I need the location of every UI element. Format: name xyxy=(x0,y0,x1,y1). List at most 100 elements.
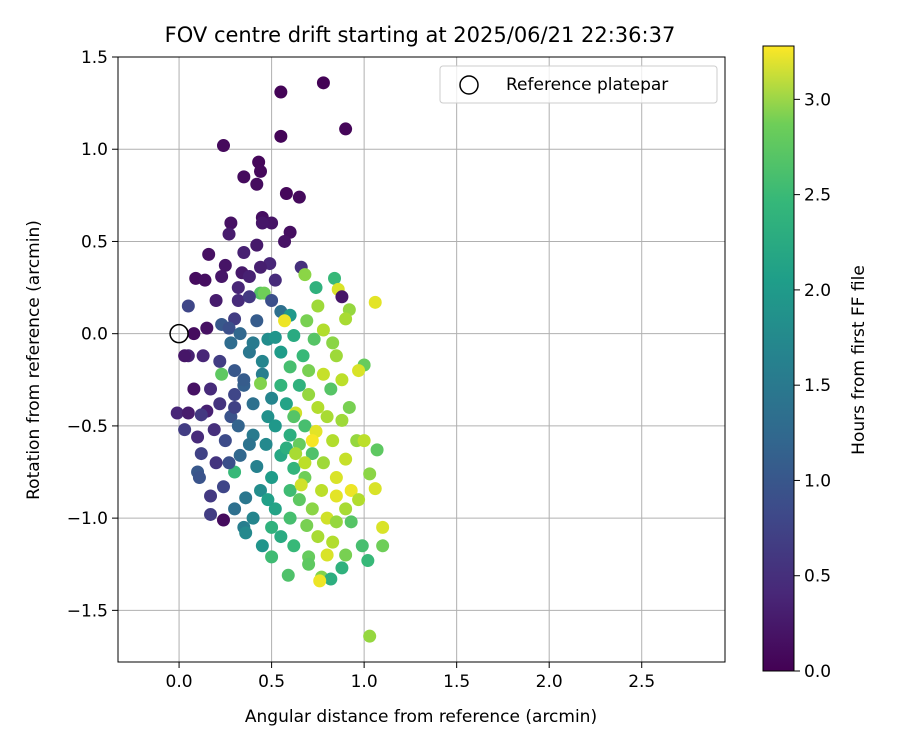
data-point xyxy=(296,349,310,363)
data-point xyxy=(298,419,312,433)
x-tick-label: 2.0 xyxy=(536,672,563,692)
data-point xyxy=(302,388,316,402)
data-point xyxy=(242,437,256,451)
data-point xyxy=(335,373,349,387)
data-point xyxy=(316,456,330,470)
data-point xyxy=(326,336,340,350)
x-axis-label: Angular distance from reference (arcmin) xyxy=(245,707,597,727)
data-point xyxy=(309,281,323,295)
data-point xyxy=(339,452,353,466)
colorbar-tick-label: 1.5 xyxy=(804,376,831,396)
data-point xyxy=(283,511,297,525)
data-point xyxy=(255,354,269,368)
data-point xyxy=(246,511,260,525)
y-tick-label: −0.5 xyxy=(67,417,108,437)
data-point xyxy=(268,502,282,516)
data-point xyxy=(231,281,245,295)
plot-frame xyxy=(117,56,726,663)
data-point xyxy=(194,447,208,461)
data-point xyxy=(228,502,242,516)
data-point xyxy=(335,561,349,575)
data-point xyxy=(265,550,279,564)
data-point xyxy=(376,520,390,534)
colorbar-tick-label: 2.5 xyxy=(804,186,831,206)
x-tick-label: 1.5 xyxy=(443,672,470,692)
data-point xyxy=(313,574,327,588)
x-tick-label: 0.5 xyxy=(258,672,285,692)
data-point xyxy=(265,520,279,534)
data-point xyxy=(328,271,342,285)
y-tick-label: −1.5 xyxy=(67,601,108,621)
data-point xyxy=(268,330,282,344)
data-point xyxy=(204,507,218,521)
x-axis-ticks: 0.0 0.5 1.0 1.5 2.0 2.5 xyxy=(166,662,655,692)
data-point xyxy=(216,139,230,153)
data-point xyxy=(216,480,230,494)
data-point xyxy=(253,376,267,390)
data-point xyxy=(302,364,316,378)
data-point xyxy=(246,336,260,350)
data-point xyxy=(363,629,377,643)
data-point xyxy=(278,234,292,248)
data-point xyxy=(222,227,236,241)
data-point xyxy=(239,491,253,505)
data-point xyxy=(250,314,264,328)
data-point xyxy=(216,513,230,527)
data-point xyxy=(279,397,293,411)
data-point xyxy=(261,493,275,507)
data-point xyxy=(307,332,321,346)
data-point xyxy=(213,397,227,411)
data-point xyxy=(311,530,325,544)
data-point xyxy=(292,378,306,392)
data-point xyxy=(242,290,256,304)
data-point xyxy=(192,471,206,485)
data-point xyxy=(283,428,297,442)
data-point xyxy=(281,568,295,582)
data-point xyxy=(292,493,306,507)
data-point xyxy=(255,216,269,230)
data-point xyxy=(357,434,371,448)
colorbar-ticks: 0.0 0.5 1.0 1.5 2.0 2.5 3.0 xyxy=(794,90,831,682)
data-point xyxy=(292,190,306,204)
data-point xyxy=(316,323,330,337)
data-point xyxy=(224,336,238,350)
data-point xyxy=(209,456,223,470)
data-point xyxy=(215,269,229,283)
data-point xyxy=(370,443,384,457)
data-point xyxy=(287,539,301,553)
data-point xyxy=(274,345,288,359)
data-point xyxy=(207,423,221,437)
data-point xyxy=(233,327,247,341)
data-point xyxy=(368,295,382,309)
colorbar: 0.0 0.5 1.0 1.5 2.0 2.5 3.0 Hours from first F… xyxy=(762,45,869,682)
data-point xyxy=(237,170,251,184)
data-point xyxy=(178,349,192,363)
x-tick-label: 2.5 xyxy=(628,672,655,692)
data-point xyxy=(324,382,338,396)
data-point xyxy=(283,360,297,374)
data-point xyxy=(335,413,349,427)
data-point xyxy=(305,502,319,516)
data-point xyxy=(268,419,282,433)
data-point xyxy=(315,483,329,497)
data-point xyxy=(218,434,232,448)
data-point xyxy=(265,471,279,485)
data-point xyxy=(237,373,251,387)
data-point xyxy=(311,400,325,414)
colorbar-gradient xyxy=(762,45,795,672)
data-point xyxy=(316,367,330,381)
data-point xyxy=(329,471,343,485)
data-point xyxy=(228,364,242,378)
data-point xyxy=(311,299,325,313)
data-point xyxy=(324,572,338,586)
x-tick-label: 1.0 xyxy=(351,672,378,692)
data-points xyxy=(170,76,390,643)
data-point xyxy=(218,258,232,272)
data-point xyxy=(274,378,288,392)
data-point xyxy=(187,382,201,396)
y-axis-label: Rotation from reference (arcmin) xyxy=(24,220,44,500)
data-point xyxy=(253,260,267,274)
data-point xyxy=(283,483,297,497)
data-point xyxy=(344,483,358,497)
